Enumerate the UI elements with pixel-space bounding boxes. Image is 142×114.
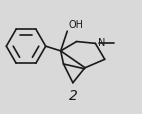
Text: OH: OH (68, 20, 83, 30)
Text: N: N (98, 38, 105, 48)
Text: 2: 2 (69, 89, 78, 102)
